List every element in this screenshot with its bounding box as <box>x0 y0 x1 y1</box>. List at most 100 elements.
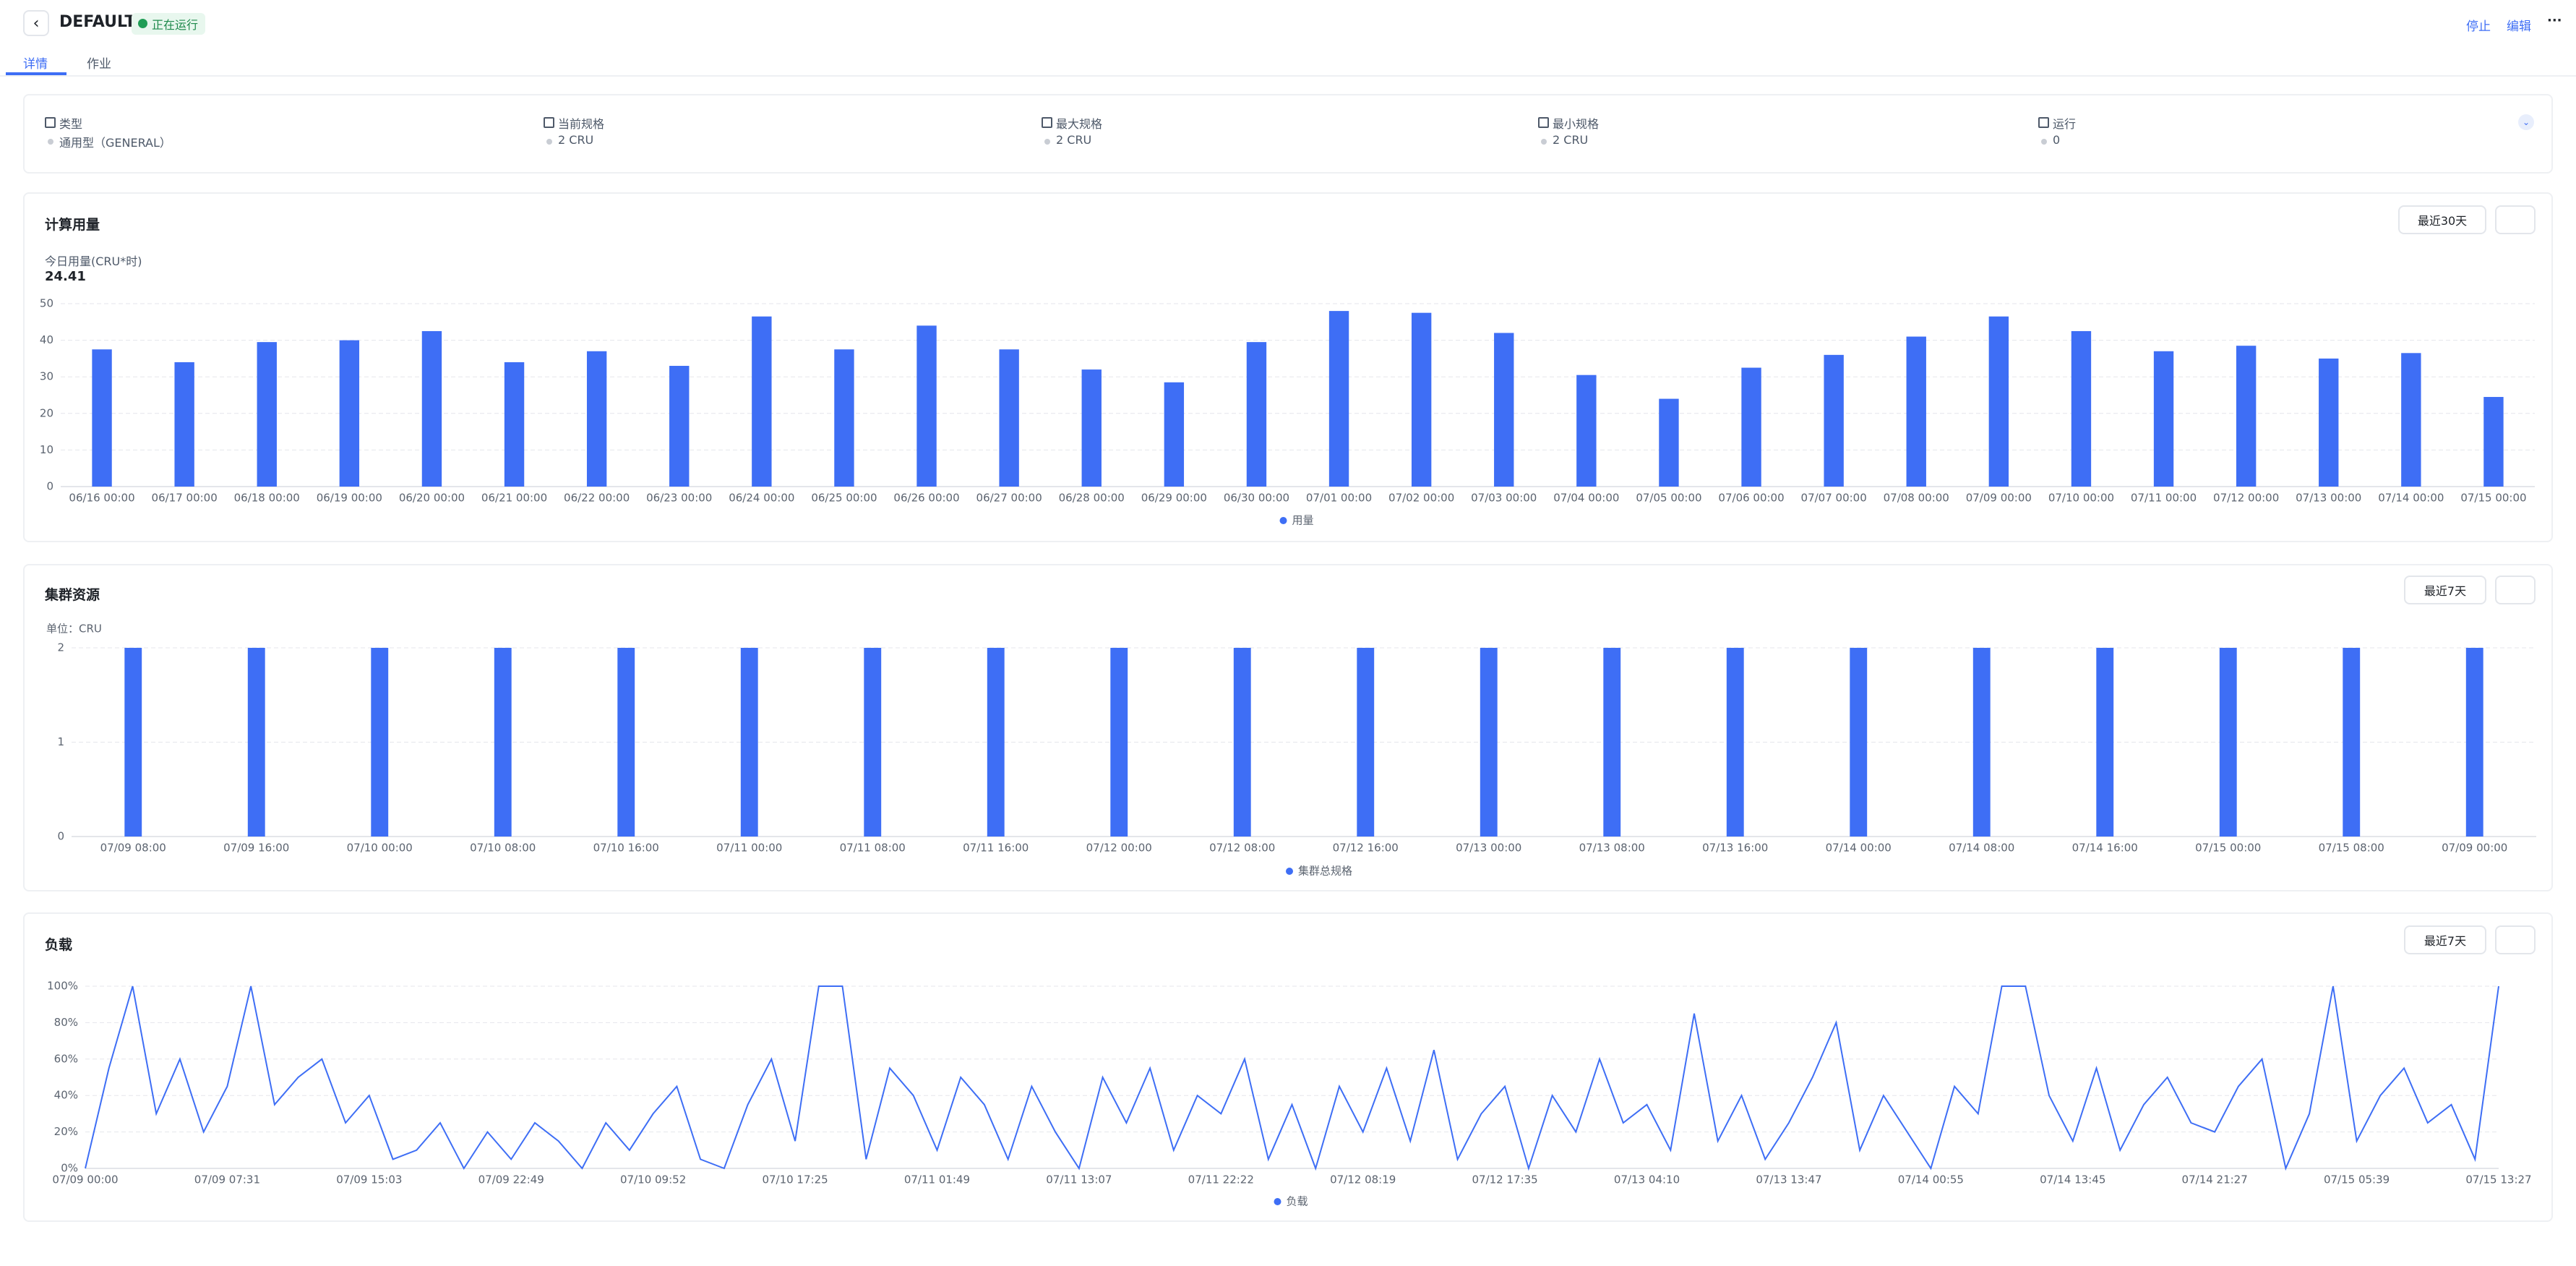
x-tick-label: 06/28 00:00 <box>1059 492 1125 505</box>
info-icon <box>1538 117 1549 128</box>
x-tick-label: 06/20 00:00 <box>399 492 465 505</box>
x-tick-label: 07/15 00:00 <box>2195 842 2261 855</box>
x-tick-label: 07/13 16:00 <box>1702 842 1768 855</box>
range-button[interactable]: 最近7天 <box>2404 576 2486 604</box>
x-tick-label: 06/18 00:00 <box>234 492 300 505</box>
today-label: 今日用量(CRU*时) <box>45 255 142 268</box>
info-value: 2 CRU <box>558 133 594 147</box>
x-tick-label: 07/15 05:39 <box>2324 1173 2390 1186</box>
x-tick-label: 07/15 08:00 <box>2319 842 2384 855</box>
bar <box>2096 648 2114 837</box>
range-button[interactable]: 最近30天 <box>2398 205 2486 234</box>
edit-action[interactable]: 编辑 <box>2507 20 2531 34</box>
back-button[interactable]: ‹ <box>23 10 49 36</box>
x-tick-label: 07/12 17:35 <box>1472 1173 1538 1186</box>
info-value: 2 CRU <box>1553 133 1589 147</box>
info-dot <box>1541 139 1547 145</box>
x-tick-label: 07/13 04:10 <box>1614 1173 1680 1186</box>
bar <box>1659 398 1679 487</box>
bar <box>421 330 442 487</box>
legend-label: 集群总规格 <box>1298 865 1352 878</box>
x-tick-label: 06/21 00:00 <box>481 492 547 505</box>
bar <box>1110 648 1128 837</box>
x-tick-label: 06/22 00:00 <box>564 492 630 505</box>
x-tick-label: 07/13 08:00 <box>1579 842 1645 855</box>
bar <box>1328 311 1349 487</box>
x-tick-label: 07/14 00:00 <box>1826 842 1892 855</box>
info-icon <box>544 117 554 128</box>
chart-card <box>23 564 2553 891</box>
bar <box>339 340 360 487</box>
section-title: 集群资源 <box>45 587 100 603</box>
y-tick-label: 20% <box>54 1125 78 1138</box>
x-tick-label: 07/11 00:00 <box>2131 492 2197 505</box>
bar <box>504 362 525 487</box>
y-tick-label: 1 <box>57 735 64 748</box>
x-tick-label: 07/14 21:27 <box>2182 1173 2248 1186</box>
x-tick-label: 07/07 00:00 <box>1801 492 1867 505</box>
bar <box>2236 346 2257 487</box>
bar <box>617 648 635 837</box>
tab[interactable]: 作业 <box>87 57 111 72</box>
x-tick-label: 07/09 16:00 <box>223 842 289 855</box>
x-tick-label: 07/09 22:49 <box>478 1173 544 1186</box>
stop-action[interactable]: 停止 <box>2466 20 2491 34</box>
bar <box>92 349 112 487</box>
status-icon <box>138 19 147 28</box>
x-tick-label: 07/12 08:00 <box>1209 842 1275 855</box>
bar <box>1411 312 1432 487</box>
info-dot <box>1044 139 1050 145</box>
info-label: 最大规格 <box>1056 117 1103 131</box>
x-tick-label: 06/24 00:00 <box>729 492 794 505</box>
more-action[interactable]: ··· <box>2547 13 2562 28</box>
bar <box>494 648 512 837</box>
bar <box>1988 316 2009 487</box>
y-tick-label: 10 <box>40 443 53 456</box>
collapse-icon[interactable]: ⌄ <box>2518 114 2534 130</box>
info-value: 0 <box>2053 133 2061 147</box>
x-tick-label: 06/26 00:00 <box>893 492 959 505</box>
tab-active[interactable]: 详情 <box>23 57 48 72</box>
x-tick-label: 07/15 13:27 <box>2465 1173 2531 1186</box>
x-tick-label: 06/30 00:00 <box>1224 492 1289 505</box>
legend-label: 用量 <box>1292 514 1314 527</box>
download-button[interactable] <box>2495 576 2536 604</box>
x-tick-label: 07/11 01:49 <box>904 1173 970 1186</box>
x-tick-label: 07/14 08:00 <box>1949 842 2014 855</box>
bar <box>2153 351 2174 487</box>
download-button[interactable] <box>2495 205 2536 234</box>
info-value: 通用型（GENERAL） <box>59 136 171 150</box>
info-dot <box>48 139 53 145</box>
bar <box>247 648 265 837</box>
download-button[interactable] <box>2495 925 2536 954</box>
x-tick-label: 07/10 00:00 <box>2048 492 2114 505</box>
legend-marker <box>1286 868 1293 875</box>
x-tick-label: 07/13 13:47 <box>1756 1173 1821 1186</box>
bar <box>864 648 882 837</box>
x-tick-label: 07/15 00:00 <box>2460 492 2526 505</box>
bar <box>987 648 1005 837</box>
x-tick-label: 07/11 08:00 <box>840 842 906 855</box>
bar <box>1741 367 1761 487</box>
x-tick-label: 07/05 00:00 <box>1636 492 1701 505</box>
x-tick-label: 07/09 00:00 <box>2442 842 2507 855</box>
bar <box>1233 648 1251 837</box>
x-tick-label: 06/19 00:00 <box>317 492 382 505</box>
x-tick-label: 07/11 22:22 <box>1188 1173 1254 1186</box>
bar <box>2071 330 2092 487</box>
section-title: 负载 <box>45 937 73 953</box>
range-button[interactable]: 最近7天 <box>2404 925 2486 954</box>
info-icon <box>2038 117 2049 128</box>
bar <box>586 351 607 487</box>
legend-marker <box>1274 1198 1281 1205</box>
bar <box>740 648 758 837</box>
bar <box>752 316 772 487</box>
load-line <box>85 985 2499 1171</box>
x-tick-label: 07/12 00:00 <box>1086 842 1152 855</box>
tab-border <box>0 75 2576 77</box>
y-tick-label: 0 <box>57 830 64 843</box>
y-tick-label: 0 <box>46 480 53 493</box>
today-value: 24.41 <box>45 269 86 284</box>
